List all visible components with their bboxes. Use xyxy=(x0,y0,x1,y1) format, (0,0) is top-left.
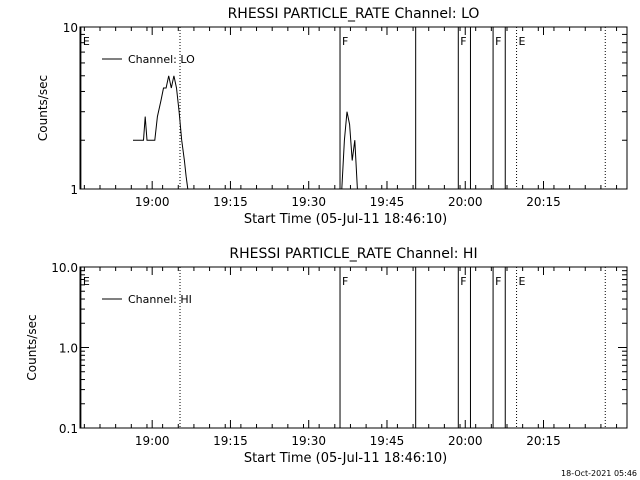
plot-frame xyxy=(79,26,628,190)
plot-frame xyxy=(79,266,628,429)
legend-entry: Channel: LO xyxy=(128,53,195,66)
data-series-line xyxy=(341,111,358,190)
event-marker-label: F xyxy=(495,275,501,288)
x-axis-label: Start Time (05-Jul-11 18:46:10) xyxy=(244,212,447,227)
event-marker-label: E xyxy=(83,275,90,288)
x-tick-label: 19:30 xyxy=(291,434,326,448)
x-tick-label: 20:00 xyxy=(448,195,483,209)
event-marker-label: F xyxy=(460,275,466,288)
event-marker-label: F xyxy=(495,35,501,48)
y-axis-label: Counts/sec xyxy=(36,75,50,141)
x-tick-label: 19:45 xyxy=(370,195,405,209)
event-marker-label: F xyxy=(342,275,348,288)
x-tick-label: 19:00 xyxy=(135,434,170,448)
x-tick-label: 19:45 xyxy=(370,434,405,448)
y-tick-label: 1.0 xyxy=(59,342,78,356)
y-tick-label: 10 xyxy=(63,21,78,35)
chart-title: RHESSI PARTICLE_RATE Channel: LO xyxy=(228,6,480,22)
event-marker-label: E xyxy=(519,275,526,288)
x-tick-label: 19:15 xyxy=(213,434,248,448)
x-tick-label: 19:15 xyxy=(213,195,248,209)
x-tick-label: 19:00 xyxy=(135,195,170,209)
legend-entry: Channel: HI xyxy=(128,293,192,306)
chart-title: RHESSI PARTICLE_RATE Channel: HI xyxy=(229,246,477,262)
x-tick-label: 19:30 xyxy=(291,195,326,209)
x-axis-label: Start Time (05-Jul-11 18:46:10) xyxy=(244,451,447,466)
x-tick-label: 20:00 xyxy=(448,434,483,448)
y-axis-label: Counts/sec xyxy=(25,314,39,380)
event-marker-label: F xyxy=(460,35,466,48)
x-tick-label: 20:15 xyxy=(526,434,561,448)
chart-panel-lo: RHESSI PARTICLE_RATE Channel: LO Start Ti… xyxy=(36,6,628,227)
y-tick-label: 0.1 xyxy=(59,422,78,436)
data-series-line xyxy=(133,75,189,190)
event-marker-label: F xyxy=(342,35,348,48)
y-tick-label: 1 xyxy=(70,183,78,197)
x-tick-label: 20:15 xyxy=(526,195,561,209)
chart-panel-hi: RHESSI PARTICLE_RATE Channel: HI Start Ti… xyxy=(25,246,628,466)
y-tick-label: 10.0 xyxy=(51,261,78,275)
event-marker-label: E xyxy=(519,35,526,48)
event-marker-label: E xyxy=(83,35,90,48)
footer-timestamp: 18-Oct-2021 05:46 xyxy=(561,469,637,478)
